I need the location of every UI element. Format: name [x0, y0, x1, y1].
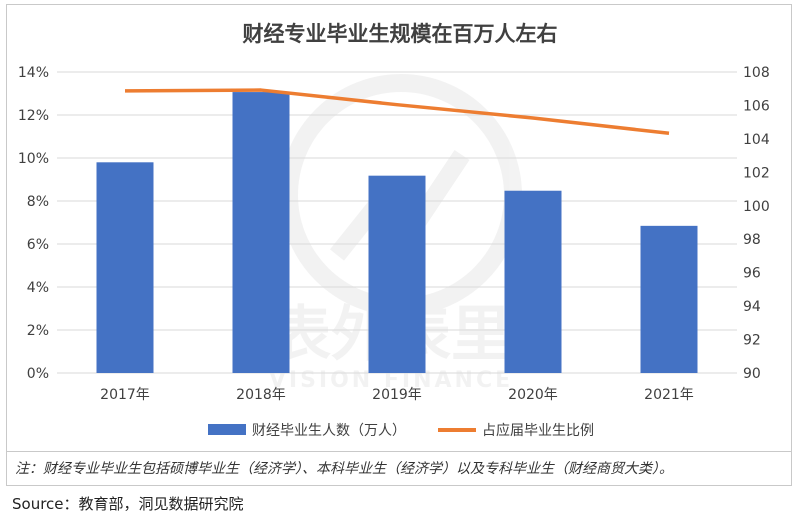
right-tick-label: 108 — [743, 65, 770, 81]
left-tick-label: 12% — [18, 108, 49, 124]
left-tick-label: 10% — [18, 151, 49, 167]
x-tick-label: 2017年 — [100, 387, 150, 403]
right-axis-ticks: 90 92 94 96 98 100 102 104 106 108 — [743, 65, 770, 382]
line-series — [124, 88, 670, 136]
x-tick-label: 2018年 — [236, 387, 286, 403]
legend-bar-label: 财经毕业生人数（万人） — [252, 423, 406, 439]
legend: 财经毕业生人数（万人） 占应届毕业生比例 — [208, 422, 594, 439]
left-tick-label: 0% — [27, 366, 49, 382]
right-tick-label: 96 — [743, 266, 761, 282]
bar — [232, 92, 290, 374]
right-tick-label: 100 — [743, 199, 770, 215]
right-tick-label: 92 — [743, 333, 761, 349]
bar-series — [96, 92, 698, 374]
footnote: 注：财经专业毕业生包括硕博毕业生（经济学）、本科毕业生（经济学）以及专科毕业生（… — [6, 452, 792, 486]
left-tick-label: 4% — [27, 280, 49, 296]
legend-line-label: 占应届毕业生比例 — [482, 422, 594, 439]
x-axis-ticks: 2017年 2018年 2019年 2020年 2021年 — [100, 387, 694, 403]
right-tick-label: 102 — [743, 165, 770, 181]
right-tick-label: 90 — [743, 366, 761, 382]
x-tick-label: 2021年 — [644, 387, 694, 403]
legend-bar-swatch — [208, 424, 246, 435]
bar — [504, 190, 562, 373]
right-tick-label: 104 — [743, 132, 770, 148]
left-tick-label: 8% — [27, 194, 49, 210]
left-axis-ticks: 0% 2% 4% 6% 8% 10% 12% 14% — [18, 65, 49, 382]
source-line: Source：教育部，洞见数据研究院 — [12, 495, 244, 513]
left-tick-label: 6% — [27, 237, 49, 253]
x-tick-label: 2019年 — [372, 387, 422, 403]
bar — [96, 162, 154, 373]
left-tick-label: 2% — [27, 323, 49, 339]
series-line — [124, 88, 670, 136]
chart-title: 财经专业毕业生规模在百万人左右 — [243, 22, 558, 46]
bar — [368, 175, 426, 373]
chart-frame: 表外表里 VISION FINANCE 财经专业毕业生规模在百万人左右 0%2%… — [6, 4, 792, 452]
right-tick-label: 94 — [743, 299, 761, 315]
x-tick-label: 2020年 — [508, 387, 558, 403]
right-tick-label: 106 — [743, 98, 770, 114]
left-tick-label: 14% — [18, 65, 49, 81]
right-tick-label: 98 — [743, 232, 761, 248]
bar — [640, 225, 698, 373]
chart-svg: 表外表里 VISION FINANCE 财经专业毕业生规模在百万人左右 0%2%… — [18, 22, 770, 439]
